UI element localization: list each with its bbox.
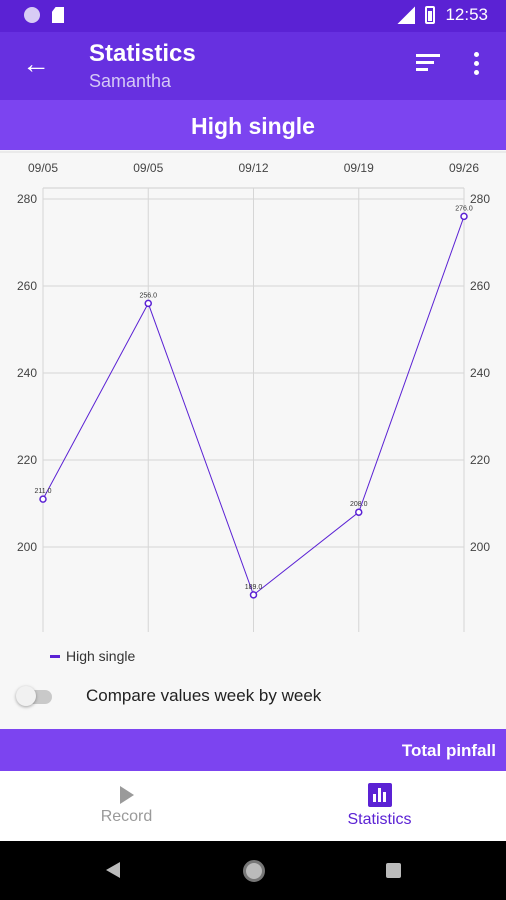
- data-label: 208.0: [350, 501, 368, 508]
- y-tick-label-left: 200: [17, 540, 37, 554]
- bottom-navigation: Record Statistics: [0, 771, 506, 841]
- data-point: [144, 299, 152, 308]
- x-tick-label: 09/05: [133, 161, 163, 175]
- y-tick-label-left: 240: [17, 366, 37, 380]
- toggle-knob: [16, 686, 36, 706]
- nav-item-statistics[interactable]: Statistics: [253, 771, 506, 841]
- x-tick-label: 09/26: [449, 161, 479, 175]
- page-subtitle: Samantha: [89, 71, 172, 91]
- compare-toggle-label: Compare values week by week: [86, 686, 322, 705]
- compare-row: Compare values week by week: [16, 686, 321, 706]
- x-tick-label: 09/19: [344, 161, 374, 175]
- notification-dot-icon: [24, 7, 40, 23]
- data-point: [355, 508, 363, 516]
- data-label: 211.0: [35, 488, 52, 495]
- legend-label: High single: [66, 648, 136, 664]
- clock: 12:53: [445, 5, 488, 24]
- data-label: 189.0: [245, 584, 263, 591]
- nav-label-statistics: Statistics: [347, 811, 412, 828]
- chart-legend: High single: [50, 648, 135, 664]
- data-label: 256.0: [139, 292, 157, 299]
- legend-swatch: [50, 654, 60, 658]
- y-tick-label-right: 200: [470, 540, 490, 554]
- page-title: Statistics: [89, 40, 196, 67]
- system-recents-icon[interactable]: [386, 863, 401, 878]
- y-tick-label-right: 240: [470, 366, 490, 380]
- x-tick-label: 09/05: [28, 161, 58, 175]
- system-home-icon[interactable]: [243, 860, 265, 882]
- nav-item-record[interactable]: Record: [0, 771, 253, 841]
- line-chart: 09/05 09/05 09/12 09/19 09/26 200 200 220 220 240…: [0, 150, 506, 635]
- data-label: 276.0: [455, 205, 473, 212]
- system-navigation-bar: [0, 841, 506, 900]
- back-arrow-icon[interactable]: ←: [22, 48, 50, 79]
- total-pinfall-label: Total pinfall: [401, 741, 496, 760]
- bar-chart-icon: [367, 783, 392, 807]
- total-pinfall-bar[interactable]: Total pinfall: [0, 729, 506, 771]
- nav-label-record: Record: [100, 808, 153, 825]
- x-tick-label: 09/12: [238, 161, 268, 175]
- y-tick-label-left: 220: [17, 453, 37, 467]
- play-icon: [119, 786, 134, 804]
- y-tick-label-right: 260: [470, 279, 490, 293]
- chart-title-banner: High single: [0, 100, 506, 150]
- data-point: [39, 495, 47, 503]
- y-tick-label-right: 220: [470, 453, 490, 467]
- sd-card-icon: [52, 7, 64, 23]
- data-point: [249, 591, 258, 599]
- more-options-icon[interactable]: [474, 52, 482, 79]
- data-point: [460, 212, 468, 221]
- compare-toggle[interactable]: [16, 686, 52, 706]
- y-tick-label-left: 280: [17, 192, 37, 206]
- system-back-icon[interactable]: [106, 862, 120, 878]
- battery-icon: [425, 6, 436, 24]
- chart-svg: 09/05 09/05 09/12 09/19 09/26 200 200 220 220 240…: [0, 151, 506, 632]
- sort-icon[interactable]: [416, 54, 440, 74]
- y-tick-label-left: 260: [17, 279, 37, 293]
- y-tick-label-right: 280: [470, 192, 490, 206]
- app-bar: ← Statistics Samantha: [0, 32, 506, 100]
- signal-icon: [397, 6, 416, 24]
- status-bar: 12:53: [0, 0, 506, 32]
